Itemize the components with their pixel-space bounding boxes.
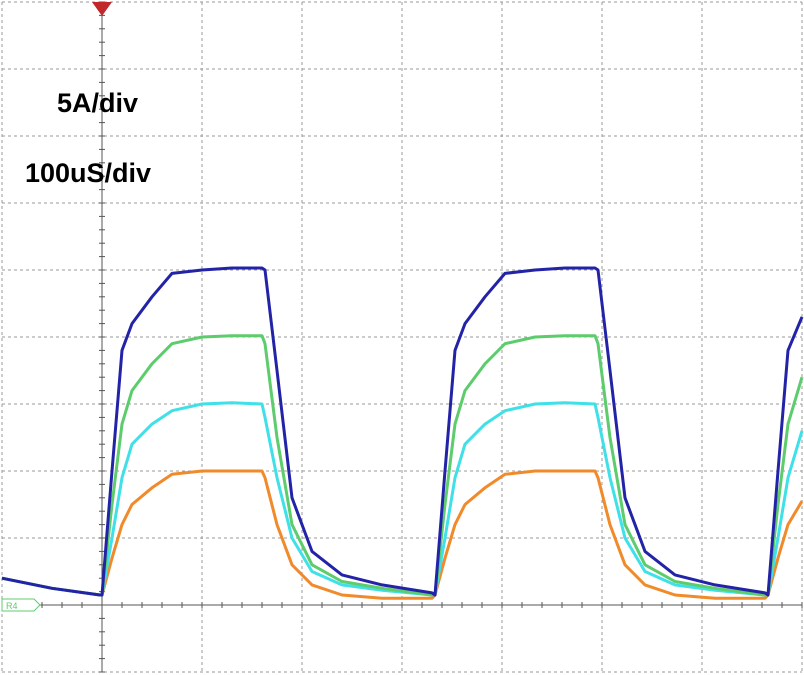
scale-label: 100uS/div <box>25 158 151 188</box>
scale-label: 5A/div <box>57 88 138 118</box>
trace <box>1 266 804 597</box>
ground-marker <box>1 598 41 612</box>
traces <box>1 266 804 600</box>
trigger-marker <box>92 2 112 16</box>
ground-label: R4 <box>6 601 18 611</box>
